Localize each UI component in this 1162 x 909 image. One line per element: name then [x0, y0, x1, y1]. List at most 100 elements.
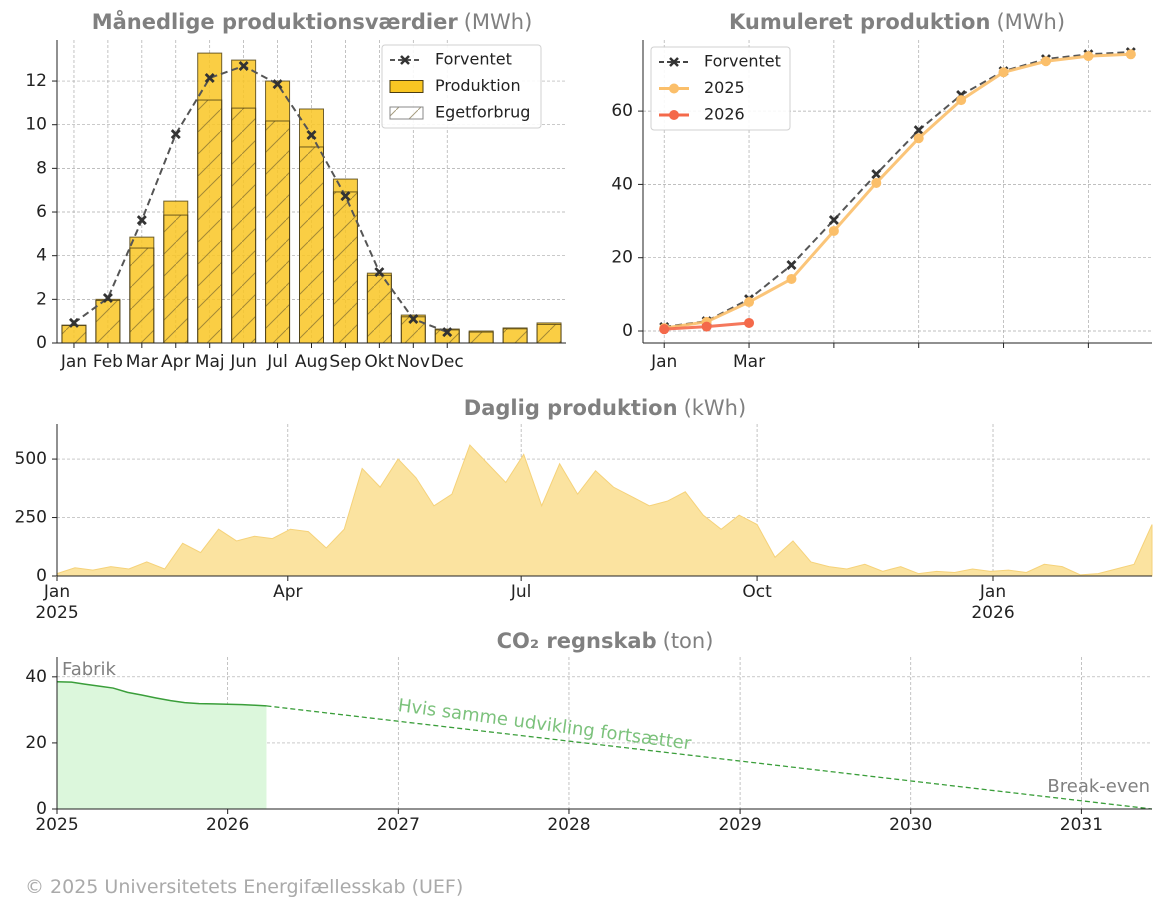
x-tick-label: Apr: [273, 582, 303, 602]
y-tick-label: 6: [36, 202, 47, 222]
annotation: Fabrik: [62, 659, 117, 680]
x-tick-label: Jan 2026: [971, 582, 1015, 623]
y-tick-label: 10: [25, 115, 47, 135]
y-tick-label: 0: [622, 321, 633, 341]
marker: [442, 327, 453, 338]
title-unit: (ton): [663, 629, 714, 653]
marker: [272, 79, 283, 90]
hatch-bar: [502, 328, 528, 344]
hatch-bar: [265, 120, 291, 344]
annotation: Hvis samme udvikling fortsætter: [397, 695, 693, 754]
marker: [786, 260, 797, 271]
chart-title: Månedlige produktionsværdier (MWh): [92, 9, 533, 34]
title-main: Månedlige produktionsværdier: [92, 9, 459, 34]
title-main: Kumuleret produktion: [729, 10, 990, 34]
x-tick-label: Jun: [229, 352, 257, 372]
marker: [204, 72, 215, 83]
marker: [956, 95, 967, 106]
line: [663, 52, 1131, 330]
y-tick-label: 20: [25, 733, 47, 753]
chart-title: Daglig produktion (kWh): [464, 396, 746, 420]
marker: [744, 297, 755, 308]
marker: [913, 133, 924, 144]
y-tick-label: 40: [611, 174, 633, 194]
hatch-bar: [468, 331, 494, 344]
legend-marker: [669, 83, 679, 94]
line: [57, 681, 267, 809]
x-tick-label: Oct: [742, 582, 772, 602]
y-tick-label: 0: [36, 566, 47, 586]
marker: [659, 324, 670, 335]
marker: [340, 191, 351, 202]
marker: [871, 177, 882, 188]
legend-label: Egetforbrug: [435, 103, 530, 122]
marker: [701, 321, 712, 332]
marker: [306, 129, 317, 140]
x-tick-label: 2029: [718, 815, 762, 835]
x-tick-label: Jan 2025: [35, 582, 79, 623]
hatch-bar: [299, 146, 324, 344]
marker: [998, 67, 1009, 78]
x-tick-label: Dec: [431, 352, 464, 372]
x-tick-label: 2026: [206, 815, 250, 835]
chart-title: Kumuleret produktion (MWh): [729, 10, 1065, 34]
y-tick-label: 4: [36, 246, 47, 266]
x-tick-label: 2031: [1059, 815, 1104, 835]
x-tick-label: Apr: [161, 352, 190, 372]
hatch-bar: [536, 323, 562, 344]
line: [56, 444, 1153, 577]
y-tick-label: 40: [25, 667, 47, 687]
x-tick-label: Jul: [266, 352, 288, 372]
line: [664, 51, 1131, 328]
x-tick-label: Feb: [93, 352, 123, 372]
marker: [102, 293, 113, 304]
marker: [374, 267, 385, 278]
y-tick-label: 2: [36, 289, 47, 309]
y-tick-label: 12: [25, 71, 47, 91]
marker: [744, 317, 755, 328]
title-unit: (MWh): [464, 10, 533, 34]
marker: [1040, 56, 1051, 67]
y-tick-label: 500: [15, 449, 47, 469]
legend-marker: [669, 110, 679, 120]
y-tick-label: 0: [36, 799, 47, 819]
marker: [1083, 51, 1094, 62]
title-unit: (kWh): [684, 396, 747, 420]
legend-box: [650, 46, 791, 131]
x-tick-label: Jan: [60, 352, 87, 372]
hatch-bar: [197, 99, 223, 344]
x-tick-label: Okt: [364, 352, 394, 372]
x-tick-label: 2030: [889, 815, 933, 835]
legend-swatch: [389, 80, 424, 93]
x-tick-label: Sep: [329, 352, 361, 372]
hatch-bar: [61, 325, 87, 344]
marker: [238, 60, 249, 71]
legend-label: 2026: [704, 105, 745, 124]
annotation: Break-even: [1047, 776, 1150, 797]
marker: [828, 214, 839, 225]
y-tick-label: 20: [611, 248, 633, 268]
x-tick-label: Maj: [195, 352, 225, 372]
x-tick-label: 2025: [35, 815, 79, 835]
legend-label: Forventet: [435, 50, 512, 69]
marker: [408, 313, 419, 324]
hatch-bar: [129, 247, 155, 344]
marker: [1125, 49, 1136, 60]
footer: © 2025 Universitetets Energifællesskab (…: [25, 876, 464, 898]
title-main: CO₂ regnskab: [497, 629, 657, 653]
legend-label: 2025: [704, 78, 745, 97]
y-tick-label: 250: [15, 508, 47, 528]
marker: [871, 169, 882, 180]
x-tick-label: Mar: [126, 352, 158, 372]
x-tick-label: Jan: [650, 352, 677, 372]
x-tick-label: 2027: [376, 815, 420, 835]
hatch-bar: [95, 299, 121, 344]
x-tick-label: Mar: [733, 352, 765, 372]
legend-marker: [400, 55, 410, 65]
y-tick-label: 0: [36, 333, 47, 353]
hatch-bar: [366, 274, 392, 344]
title-unit: (MWh): [996, 10, 1065, 34]
line: [73, 64, 448, 334]
hatch-bar: [163, 214, 189, 344]
